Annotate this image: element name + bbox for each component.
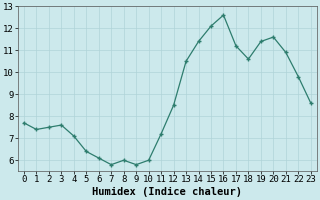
X-axis label: Humidex (Indice chaleur): Humidex (Indice chaleur): [92, 187, 242, 197]
